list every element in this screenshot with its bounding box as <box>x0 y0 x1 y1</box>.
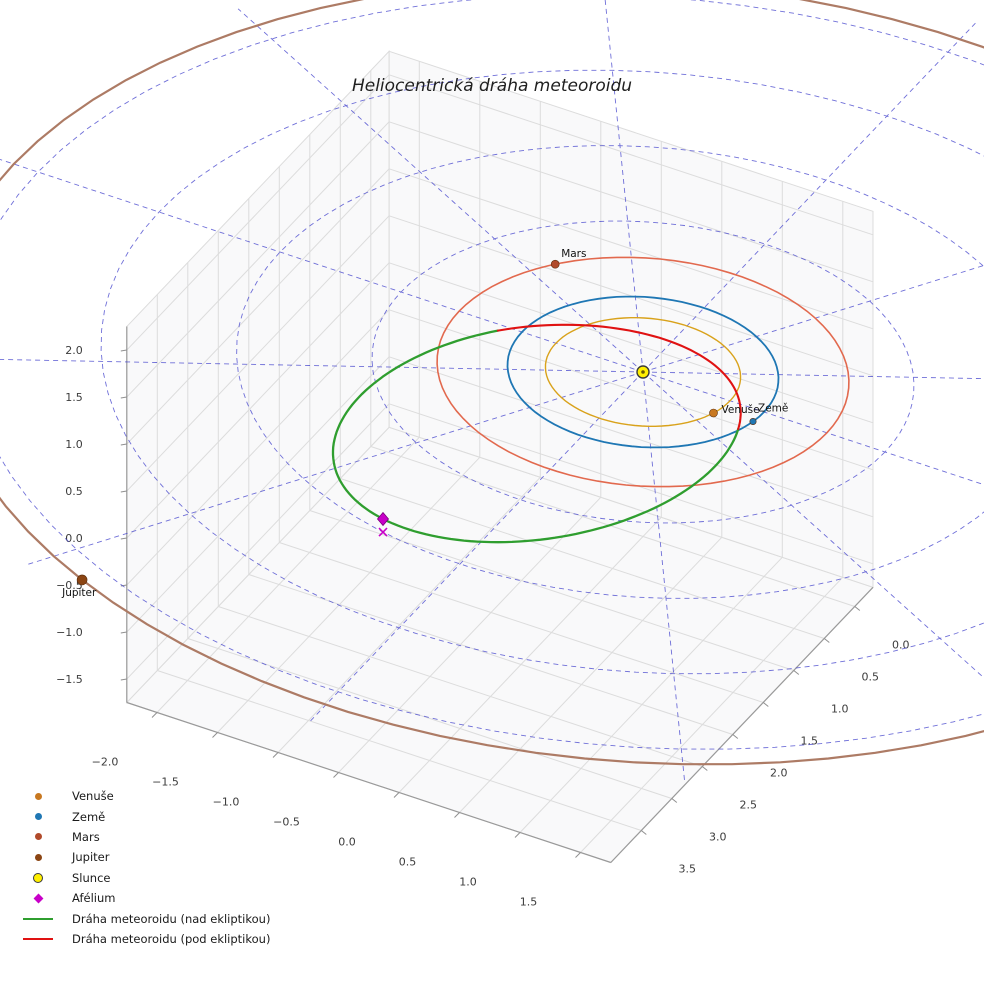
tick-label: 0.0 <box>65 532 83 545</box>
meteoroid-path-above-ecliptic <box>331 329 740 544</box>
legend: Venuše Země Mars Jupiter Slunce Afélium Dráha … <box>22 786 270 949</box>
tick-label: 3.5 <box>679 863 697 876</box>
legend-item-2: Mars <box>22 827 270 847</box>
polar-grid-circle <box>236 145 984 599</box>
polar-grid-radial <box>604 0 644 373</box>
legend-item-5: Afélium <box>22 888 270 908</box>
tick-label: −1.5 <box>56 673 83 686</box>
axis-lines <box>126 326 874 864</box>
axes-panes <box>125 50 874 864</box>
tick-label: 1.0 <box>65 438 83 451</box>
planet-marker-Mars <box>550 259 560 269</box>
tick-label: 0.5 <box>65 485 83 498</box>
tick-label: 3.0 <box>709 831 727 844</box>
tick-label: 1.5 <box>801 735 819 748</box>
tick-label: 2.0 <box>770 767 788 780</box>
orbit-Jupiter <box>0 0 984 766</box>
tick-label: −1.0 <box>56 626 83 639</box>
tick-label: −2.0 <box>92 756 119 769</box>
legend-dot-icon <box>22 853 54 861</box>
planet-marker-Zeme <box>749 417 757 425</box>
legend-label: Slunce <box>72 870 111 885</box>
polar-grid-radial <box>0 158 644 373</box>
aphelion-diamond-icon <box>376 511 390 527</box>
legend-label: Afélium <box>72 891 116 906</box>
orbit-Venuse <box>544 317 742 427</box>
legend-dot-icon <box>22 833 54 841</box>
aphelion-marker <box>376 511 390 537</box>
legend-item-1: Země <box>22 806 270 826</box>
tick-labels: −2.0 −1.5 −1.0 −0.5 0.0 0.5 1.0 1.5 0.0 0.5 1.0 1.5… <box>56 344 909 909</box>
legend-dot-icon <box>22 813 54 821</box>
planet-label-Mars: Mars <box>561 248 586 260</box>
tick-label: 1.5 <box>65 391 83 404</box>
planet-label-Jupiter: Jupiter <box>61 587 97 599</box>
tick-label: −1.0 <box>213 796 240 809</box>
tick-label: −0.5 <box>56 579 83 592</box>
legend-item-6: Dráha meteoroidu (nad ekliptikou) <box>22 908 270 928</box>
legend-label: Země <box>72 809 106 824</box>
legend-item-4: Slunce <box>22 868 270 888</box>
orbit-Mars <box>436 256 850 488</box>
legend-dot-icon <box>22 872 54 883</box>
meteoroid-path-below-ecliptic <box>496 323 742 431</box>
legend-item-0: Venuše <box>22 786 270 806</box>
legend-dot-icon <box>22 792 54 800</box>
planet-label-Venuse: Venuše <box>722 404 760 416</box>
legend-label: Venuše <box>72 789 114 804</box>
chart-title: Heliocentrická dráha meteoroidu <box>351 76 633 96</box>
orbit-Zeme <box>506 295 780 449</box>
legend-label: Jupiter <box>72 850 110 865</box>
legend-line-icon <box>22 937 54 940</box>
legend-line-icon <box>22 917 54 920</box>
polar-grid-radial <box>642 371 686 784</box>
tick-label: 1.0 <box>831 703 849 716</box>
tick-label: 0.0 <box>892 639 910 652</box>
tick-label: 1.0 <box>459 876 477 889</box>
sun-marker <box>636 365 650 379</box>
tick-label: 0.5 <box>862 671 880 684</box>
planet-marker-Venuse <box>709 408 718 418</box>
polar-grid-circle <box>100 69 984 675</box>
tick-label: −1.5 <box>152 776 179 789</box>
polar-grid-radial <box>237 8 644 373</box>
legend-label: Dráha meteoroidu (nad ekliptikou) <box>72 911 271 926</box>
planet-label-Zeme: Země <box>758 403 788 415</box>
planet-marker-Jupiter <box>76 574 88 586</box>
legend-item-7: Dráha meteoroidu (pod ekliptikou) <box>22 929 270 949</box>
legend-diamond-icon <box>22 893 54 904</box>
tick-label: 0.0 <box>338 836 356 849</box>
tick-label: −0.5 <box>273 816 300 829</box>
tick-label: 0.5 <box>399 856 417 869</box>
tick-label: 2.0 <box>65 344 83 357</box>
polar-grid-radial <box>642 371 984 679</box>
tick-label: 2.5 <box>740 799 758 812</box>
legend-label: Mars <box>72 829 100 844</box>
tick-label: 1.5 <box>520 896 538 909</box>
polar-grid-radial <box>0 358 644 373</box>
planet-orbits <box>0 0 984 766</box>
legend-item-3: Jupiter <box>22 847 270 867</box>
legend-label: Dráha meteoroidu (pod ekliptikou) <box>72 931 271 946</box>
